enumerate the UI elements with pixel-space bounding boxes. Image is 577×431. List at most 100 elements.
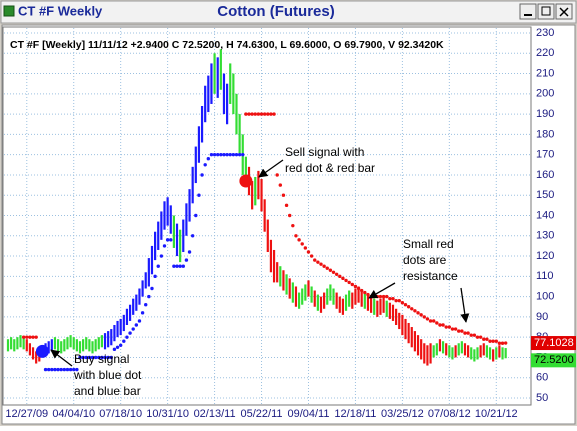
stop-dot <box>316 260 320 264</box>
stop-dot <box>406 305 411 309</box>
stop-dot <box>313 258 317 262</box>
x-tick-label: 03/25/12 <box>381 408 424 420</box>
stop-dot <box>457 329 461 333</box>
stop-dot <box>485 337 489 341</box>
stop-dot <box>422 315 426 319</box>
y-tick-label: 190 <box>536 108 554 120</box>
x-tick-label: 10/21/12 <box>475 408 518 420</box>
x-tick-label: 04/04/10 <box>52 408 95 420</box>
stop-dot <box>43 367 48 372</box>
stop-dot <box>466 331 470 335</box>
x-tick-label: 10/31/10 <box>146 408 189 420</box>
stop-dot <box>100 355 104 360</box>
stop-dot <box>31 335 35 339</box>
stop-dot <box>162 244 167 248</box>
stop-dot <box>378 294 383 299</box>
stop-dot <box>147 294 151 299</box>
annotation-text: Small red <box>403 237 454 251</box>
stop-dot <box>338 274 342 279</box>
annotation-arrow <box>50 349 73 367</box>
quote-info: CT #F [Weekly] 11/11/12 +2.9400 C 72.520… <box>10 39 444 51</box>
stop-dot <box>253 112 257 116</box>
stop-dot <box>128 331 132 335</box>
stop-dot <box>281 193 286 197</box>
stop-dot <box>172 264 176 268</box>
stop-dot <box>84 355 88 360</box>
signal-dot <box>239 174 253 188</box>
annotation-text: and blue bar <box>74 384 141 398</box>
x-tick-label: 02/13/11 <box>194 408 236 420</box>
stop-dot <box>385 294 389 299</box>
stop-dot <box>500 341 505 345</box>
stop-dot <box>190 234 195 238</box>
stop-dot <box>441 323 445 327</box>
stop-dot <box>144 303 148 307</box>
stop-dot <box>118 343 123 347</box>
stop-dot <box>175 264 179 268</box>
stop-dot <box>150 286 154 291</box>
stop-dot <box>291 223 295 228</box>
stop-dot <box>269 112 273 116</box>
stop-dot <box>87 355 92 360</box>
stop-dot <box>197 193 201 197</box>
stop-dot <box>97 355 101 360</box>
stop-dot <box>65 367 70 372</box>
stop-dot <box>134 323 139 327</box>
stop-dot <box>306 250 311 254</box>
stop-dot <box>237 152 242 157</box>
maximize-button[interactable] <box>537 3 555 20</box>
stop-dot <box>347 280 351 285</box>
annotation-text: red dot & red bar <box>285 161 375 175</box>
annotation-text: Buy signal <box>74 352 129 366</box>
minimize-button[interactable] <box>519 3 537 20</box>
stop-dot <box>403 303 408 307</box>
stop-dot <box>428 319 433 323</box>
stop-dot <box>431 319 436 323</box>
stop-dot <box>488 339 492 343</box>
y-tick-label: 60 <box>536 372 548 384</box>
stop-dot <box>494 339 498 343</box>
signal-dot <box>35 344 49 358</box>
stop-dot <box>231 152 236 157</box>
stop-dot <box>187 250 192 254</box>
stop-dot <box>122 339 126 343</box>
stop-dot <box>222 152 226 157</box>
stop-dot <box>419 313 423 317</box>
stop-dot <box>284 203 289 208</box>
stop-dot <box>475 335 480 339</box>
stop-dot <box>103 355 107 360</box>
stop-dot <box>275 173 279 177</box>
stop-dot <box>309 254 314 258</box>
stop-dot <box>319 262 323 266</box>
chart-title: Cotton (Futures) <box>217 3 334 20</box>
stop-dot <box>106 355 110 360</box>
annotation-text: Sell signal with <box>285 145 364 159</box>
stop-dot <box>184 258 189 262</box>
price-tag <box>531 336 576 351</box>
stop-dot <box>234 152 239 157</box>
stop-dot <box>256 112 261 116</box>
title-bar <box>0 0 577 24</box>
window-buttons <box>519 3 573 20</box>
y-tick-label: 50 <box>536 392 548 404</box>
stop-dot <box>444 325 448 329</box>
stop-dot <box>194 213 198 218</box>
stop-dot <box>53 367 57 372</box>
stop-dot <box>34 335 38 339</box>
stop-dot <box>460 329 464 333</box>
x-tick-label: 07/18/10 <box>99 408 142 420</box>
stop-dot <box>159 254 164 258</box>
window-title: CT #F Weekly <box>18 3 103 18</box>
stop-dot <box>472 333 477 337</box>
y-tick-label: 230 <box>536 27 554 39</box>
stop-dot <box>81 355 85 360</box>
stop-dot <box>244 112 248 116</box>
stop-dot <box>259 112 264 116</box>
y-tick-label: 200 <box>536 88 554 100</box>
stop-dot <box>478 335 483 339</box>
stop-dot <box>153 274 157 279</box>
stop-dot <box>334 272 339 277</box>
stop-dot <box>410 307 414 311</box>
stop-dot <box>90 355 95 360</box>
stop-dot <box>165 238 170 242</box>
